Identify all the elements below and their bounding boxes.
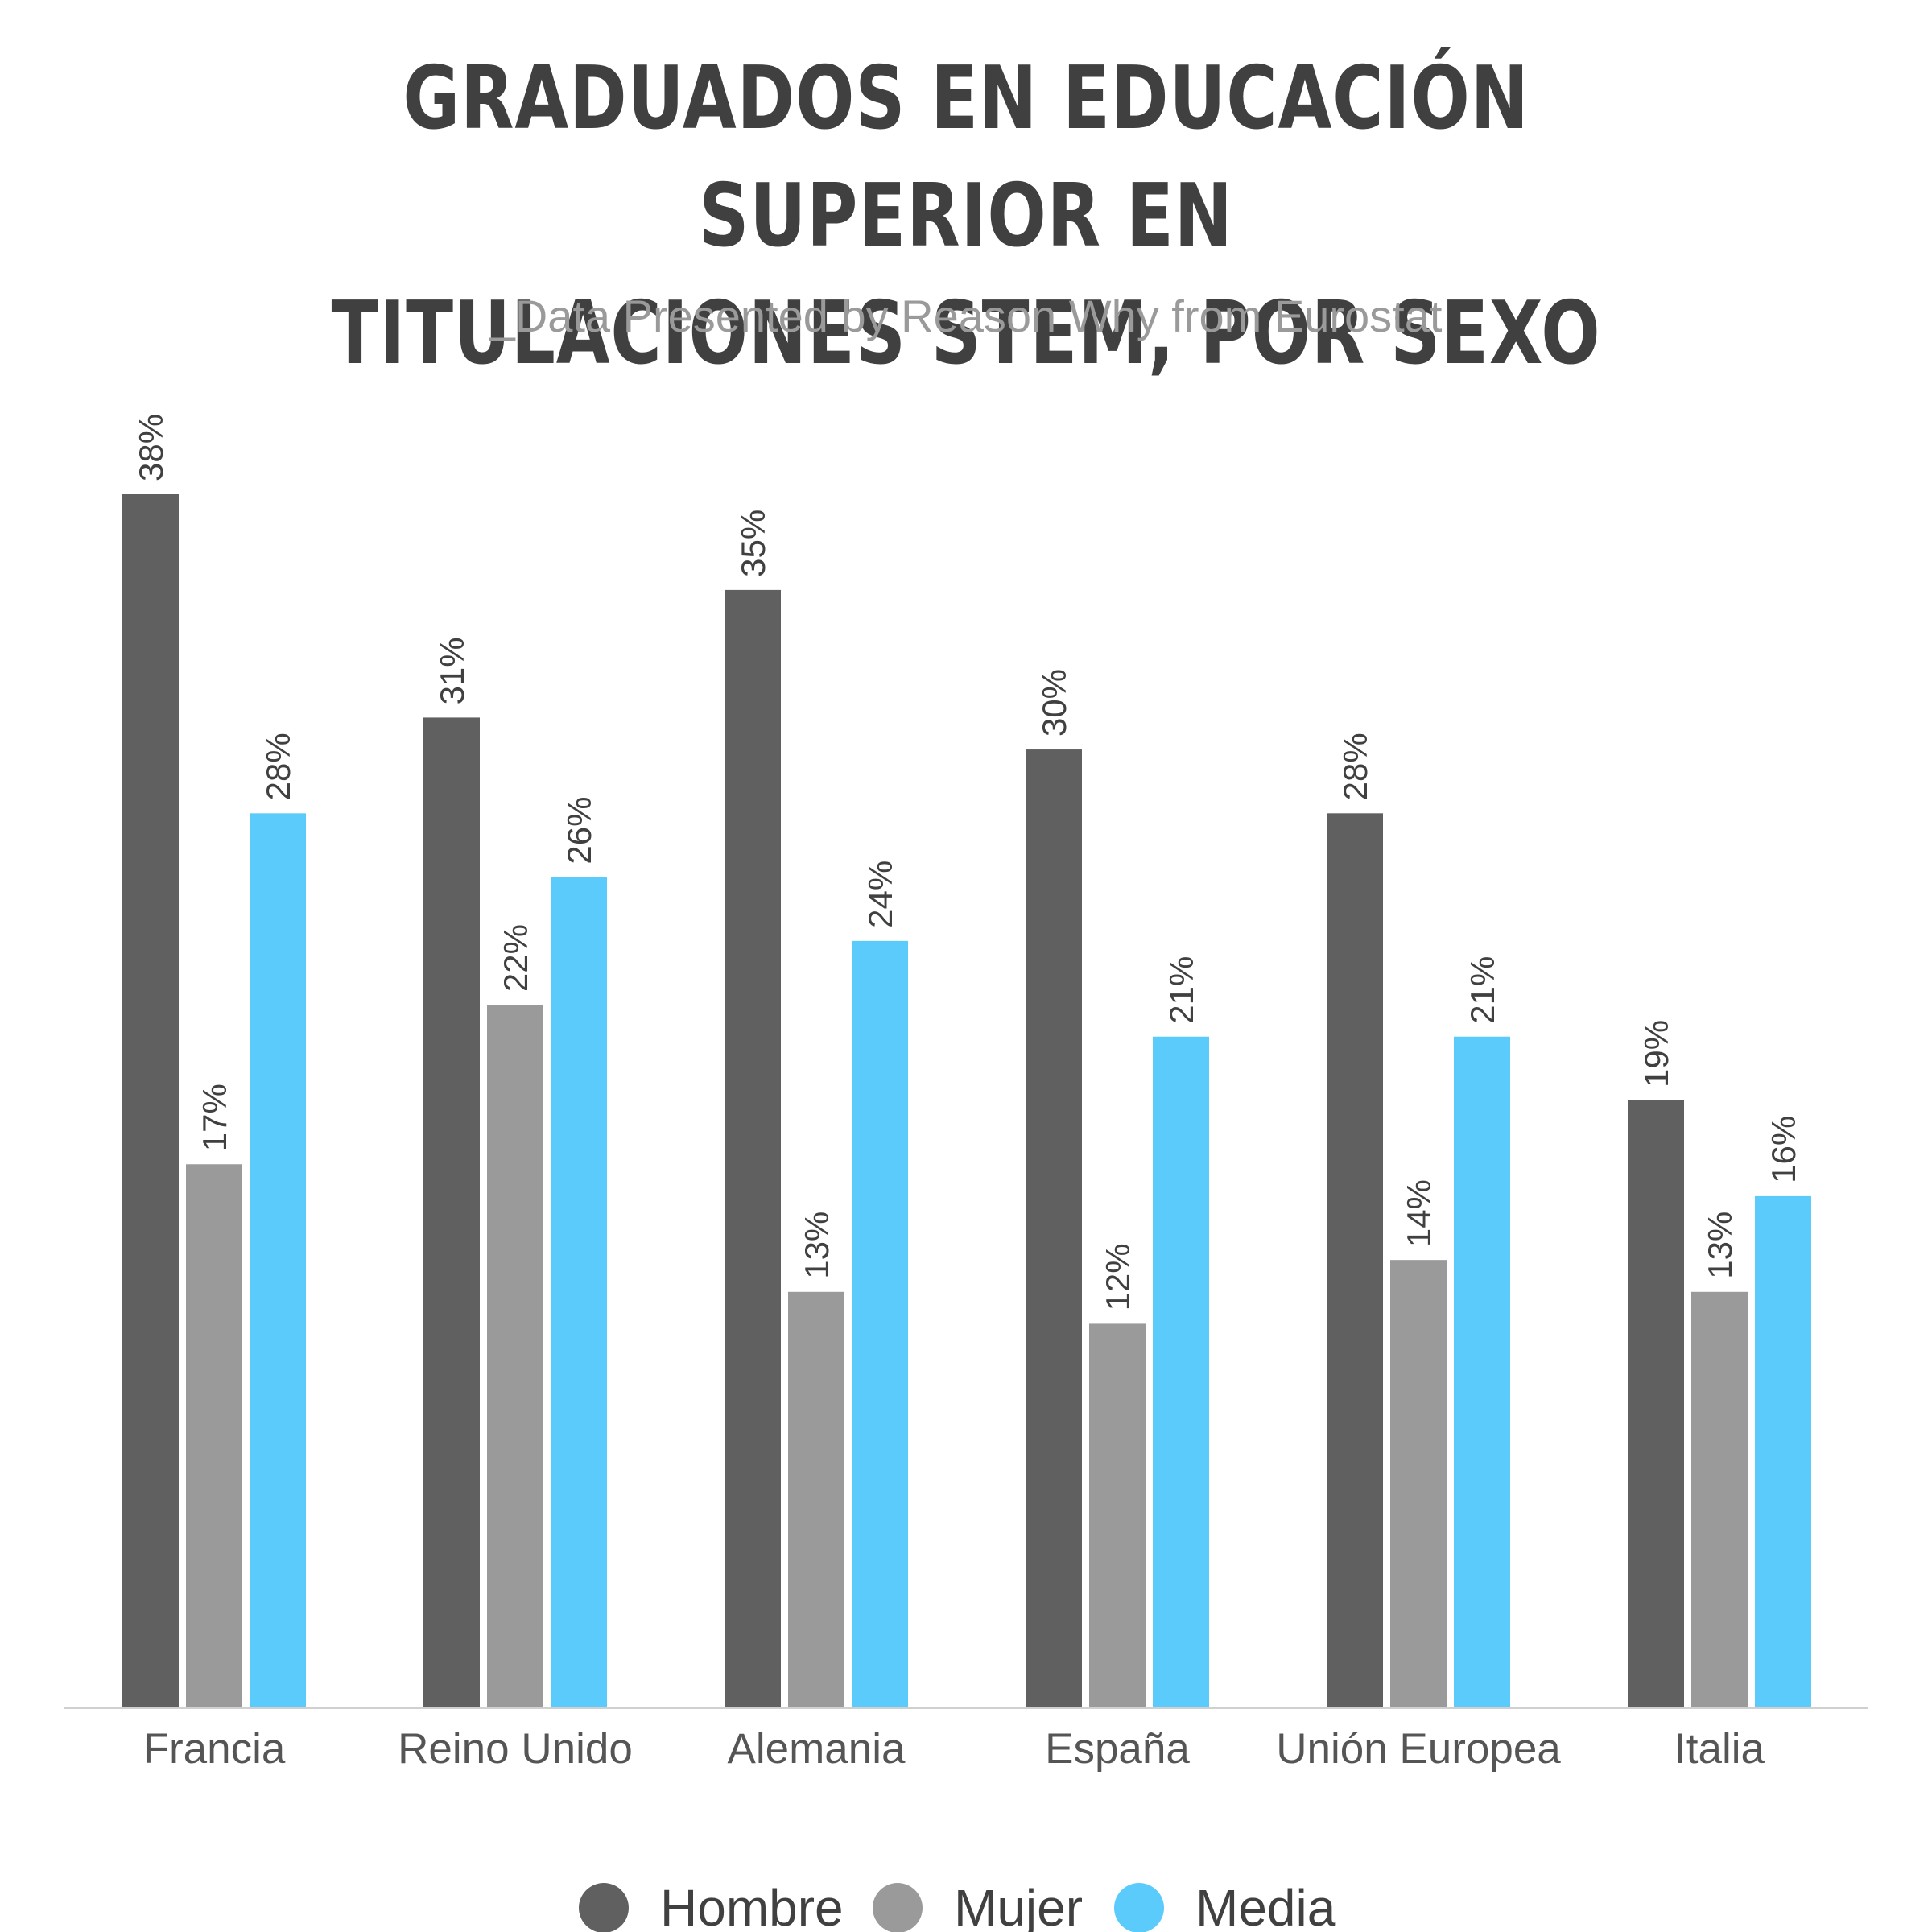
bar-hombre-4 (1026, 749, 1082, 1707)
legend-swatch-media (1114, 1883, 1164, 1932)
legend-swatch-hombre (579, 1883, 629, 1932)
bar-media-3 (852, 940, 908, 1707)
bar-mujer-6 (1691, 1291, 1748, 1707)
bar-mujer-1 (186, 1164, 242, 1707)
bar-mujer-5 (1390, 1260, 1447, 1707)
value-label: 21% (1463, 956, 1501, 1024)
bar-media-5 (1454, 1036, 1510, 1707)
value-label: 13% (798, 1212, 836, 1279)
value-label: 24% (861, 861, 899, 928)
value-label: 17% (196, 1084, 233, 1151)
x-tick-label: Alemania (728, 1725, 906, 1773)
value-label: 21% (1162, 956, 1200, 1024)
value-label: 16% (1765, 1116, 1802, 1183)
value-label: 22% (497, 924, 535, 992)
value-label: 30% (1035, 669, 1073, 737)
bar-hombre-6 (1628, 1100, 1684, 1707)
x-tick-label: España (1045, 1725, 1190, 1773)
bar-mujer-4 (1089, 1323, 1146, 1707)
value-label: 35% (734, 510, 772, 577)
chart-title-line-1: GRADUADOS EN EDUCACIÓN SUPERIOR EN (402, 48, 1530, 266)
value-label: 28% (259, 733, 297, 800)
bar-media-4 (1153, 1036, 1209, 1707)
value-label: 28% (1336, 733, 1374, 800)
chart-subtitle: _Data Presented by Reason Why from Euros… (489, 291, 1443, 341)
chart-title-line-2: TITULACIONES STEM, POR SEXO (331, 283, 1601, 384)
bar-mujer-2 (487, 1005, 543, 1707)
value-label: 13% (1701, 1212, 1739, 1279)
bar-media-2 (551, 877, 607, 1707)
chart-title: GRADUADOS EN EDUCACIÓN SUPERIOR EN TITUL… (193, 40, 1739, 393)
x-tick-label: Francia (143, 1725, 286, 1773)
bar-hombre-3 (724, 589, 781, 1707)
x-tick-label: Italia (1674, 1725, 1765, 1773)
value-label: 14% (1400, 1179, 1438, 1247)
bar-media-1 (250, 813, 306, 1707)
legend-label: Mujer (954, 1879, 1083, 1932)
legend-label: Hombre (660, 1879, 844, 1932)
bar-hombre-2 (423, 717, 480, 1707)
value-label: 12% (1099, 1243, 1137, 1311)
value-label: 31% (433, 637, 471, 704)
bar-mujer-3 (788, 1291, 844, 1707)
value-label: 19% (1637, 1020, 1675, 1088)
bar-media-6 (1755, 1195, 1811, 1707)
legend-label: Media (1195, 1879, 1336, 1932)
legend-swatch-mujer (873, 1883, 923, 1932)
x-tick-label: Reino Unido (398, 1725, 633, 1773)
bar-hombre-1 (122, 494, 179, 1707)
value-label: 38% (132, 414, 170, 481)
x-tick-label: Unión Europea (1276, 1725, 1561, 1773)
bar-hombre-5 (1327, 813, 1383, 1707)
value-label: 26% (560, 797, 598, 865)
